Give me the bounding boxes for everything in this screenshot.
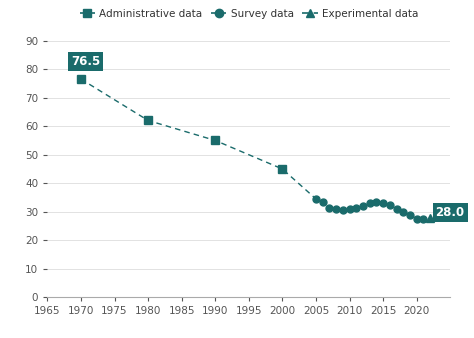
Legend: Administrative data, Survey data, Experimental data: Administrative data, Survey data, Experi… [75,5,422,23]
Text: 28.0: 28.0 [436,206,465,219]
Text: 76.5: 76.5 [71,55,100,68]
